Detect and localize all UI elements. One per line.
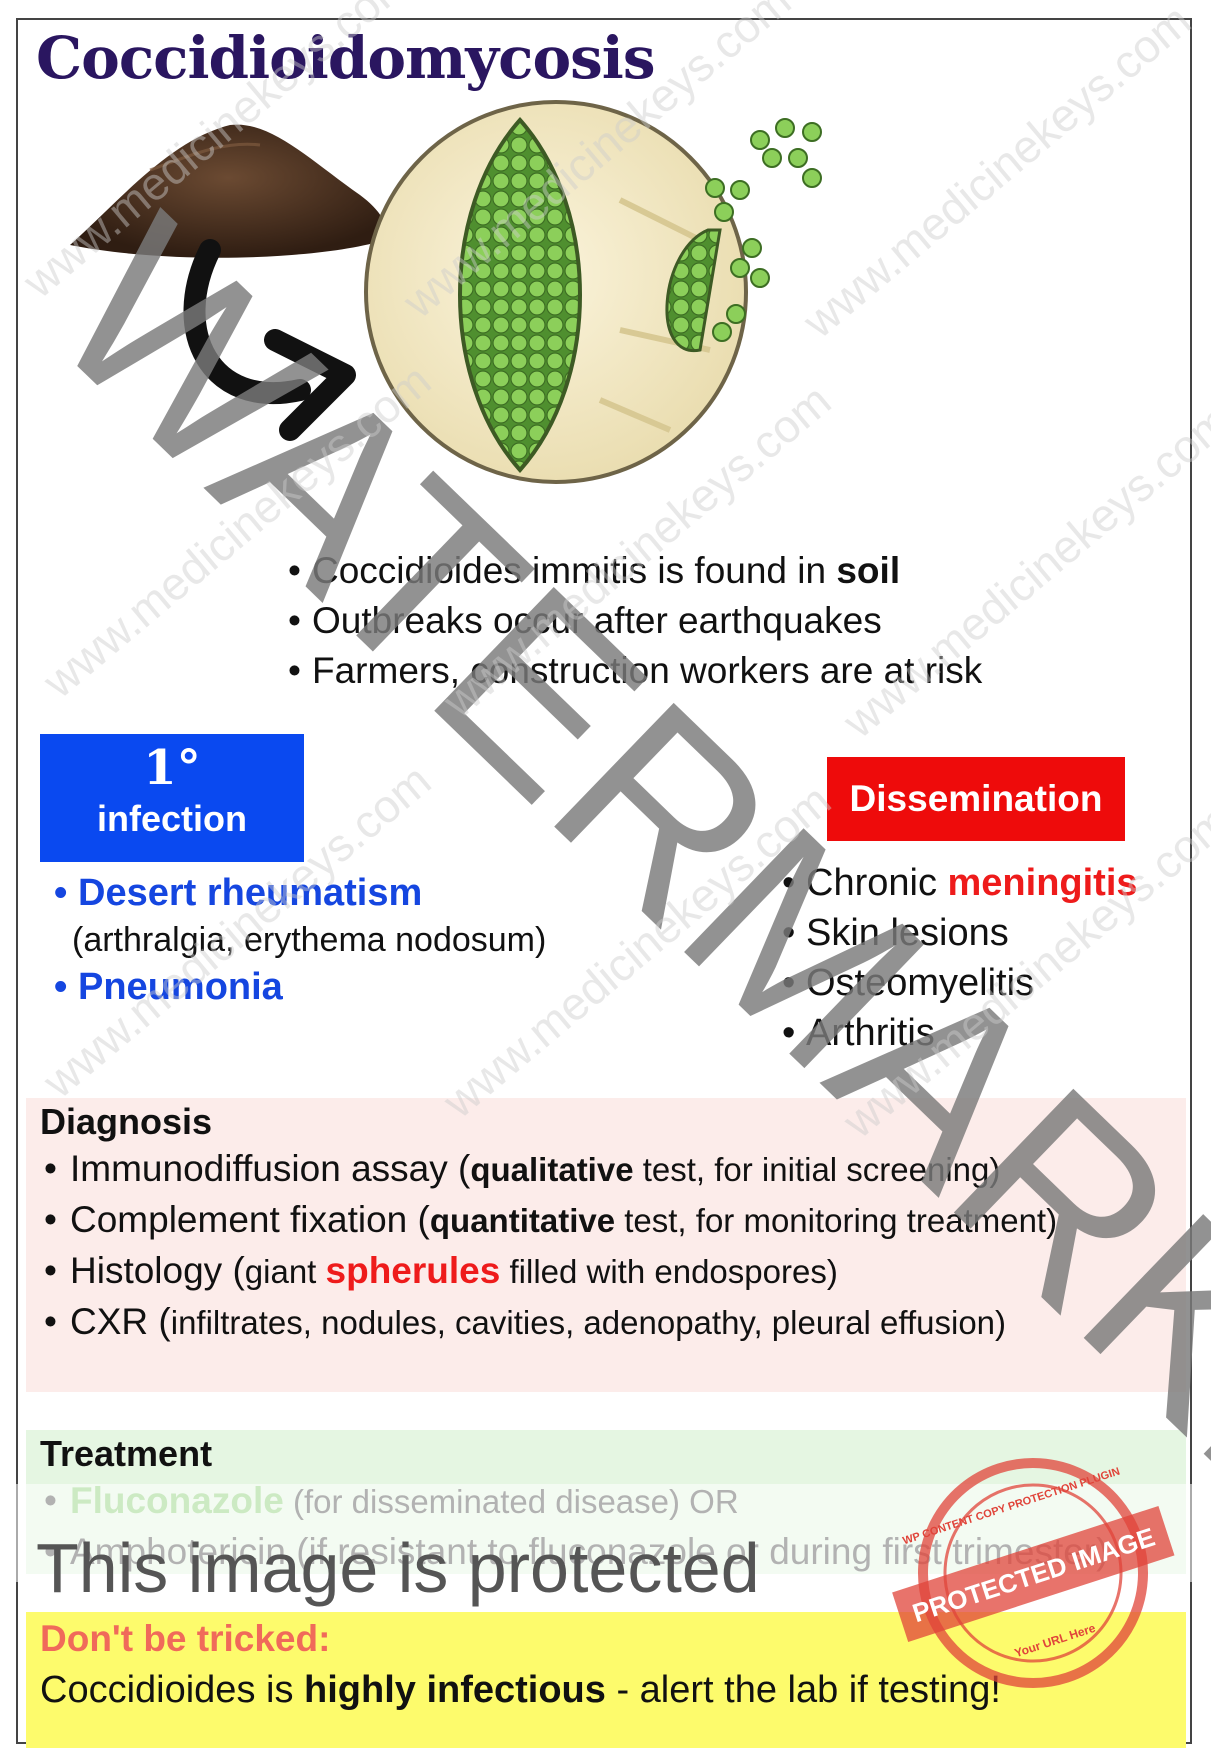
list-item: Pneumonia <box>48 962 546 1012</box>
released-endospores-icon <box>705 118 822 342</box>
arrow-icon <box>183 239 356 441</box>
list-item: Skin lesions <box>776 908 1138 958</box>
list-item: Farmers, construction workers are at ris… <box>282 646 982 696</box>
list-item-detail: (arthralgia, erythema nodosum) <box>72 921 547 959</box>
diagnosis-section: Diagnosis Immunodiffusion assay (qualita… <box>26 1098 1186 1392</box>
warning-text: Coccidioides is highly infectious - aler… <box>40 1669 1001 1711</box>
dissemination-list: Chronic meningitis Skin lesions Osteomye… <box>776 858 1138 1058</box>
list-item: Chronic meningitis <box>776 858 1138 908</box>
list-item: Osteomyelitis <box>776 958 1138 1008</box>
diagnosis-list: Immunodiffusion assay (qualitative test,… <box>40 1144 1172 1348</box>
warning-heading: Don't be tricked: <box>40 1618 331 1659</box>
primary-symbol: 1° <box>143 740 201 796</box>
list-item: Histology (giant spherules filled with e… <box>40 1246 1172 1297</box>
list-item: Desert rheumatism <box>48 868 546 918</box>
protected-notice: This image is protected <box>36 1529 760 1607</box>
soil-pile-icon <box>70 124 387 258</box>
dissemination-box: Dissemination <box>827 757 1125 841</box>
warning-box: Don't be tricked: Coccidioides is highly… <box>26 1612 1186 1748</box>
spherule-icon <box>364 100 748 484</box>
spherule-illustration <box>70 100 822 484</box>
primary-label: infection <box>97 798 247 839</box>
list-item: Coccidioides immitis is found in soil <box>282 546 982 596</box>
primary-infection-list: Desert rheumatism (arthralgia, erythema … <box>48 868 546 1012</box>
list-item: Immunodiffusion assay (qualitative test,… <box>40 1144 1172 1195</box>
list-item: Complement fixation (quantitative test, … <box>40 1195 1172 1246</box>
list-item: Arthritis <box>776 1008 1138 1058</box>
treatment-heading: Treatment <box>40 1433 213 1474</box>
list-item: Outbreaks occur after earthquakes <box>282 596 982 646</box>
list-item: CXR (infiltrates, nodules, cavities, ade… <box>40 1297 1172 1348</box>
primary-infection-box: 1° infection <box>40 734 304 862</box>
diagnosis-heading: Diagnosis <box>40 1101 213 1142</box>
intro-list: Coccidioides immitis is found in soil Ou… <box>282 546 982 696</box>
page-title: Coccidioidomycosis <box>36 24 655 92</box>
